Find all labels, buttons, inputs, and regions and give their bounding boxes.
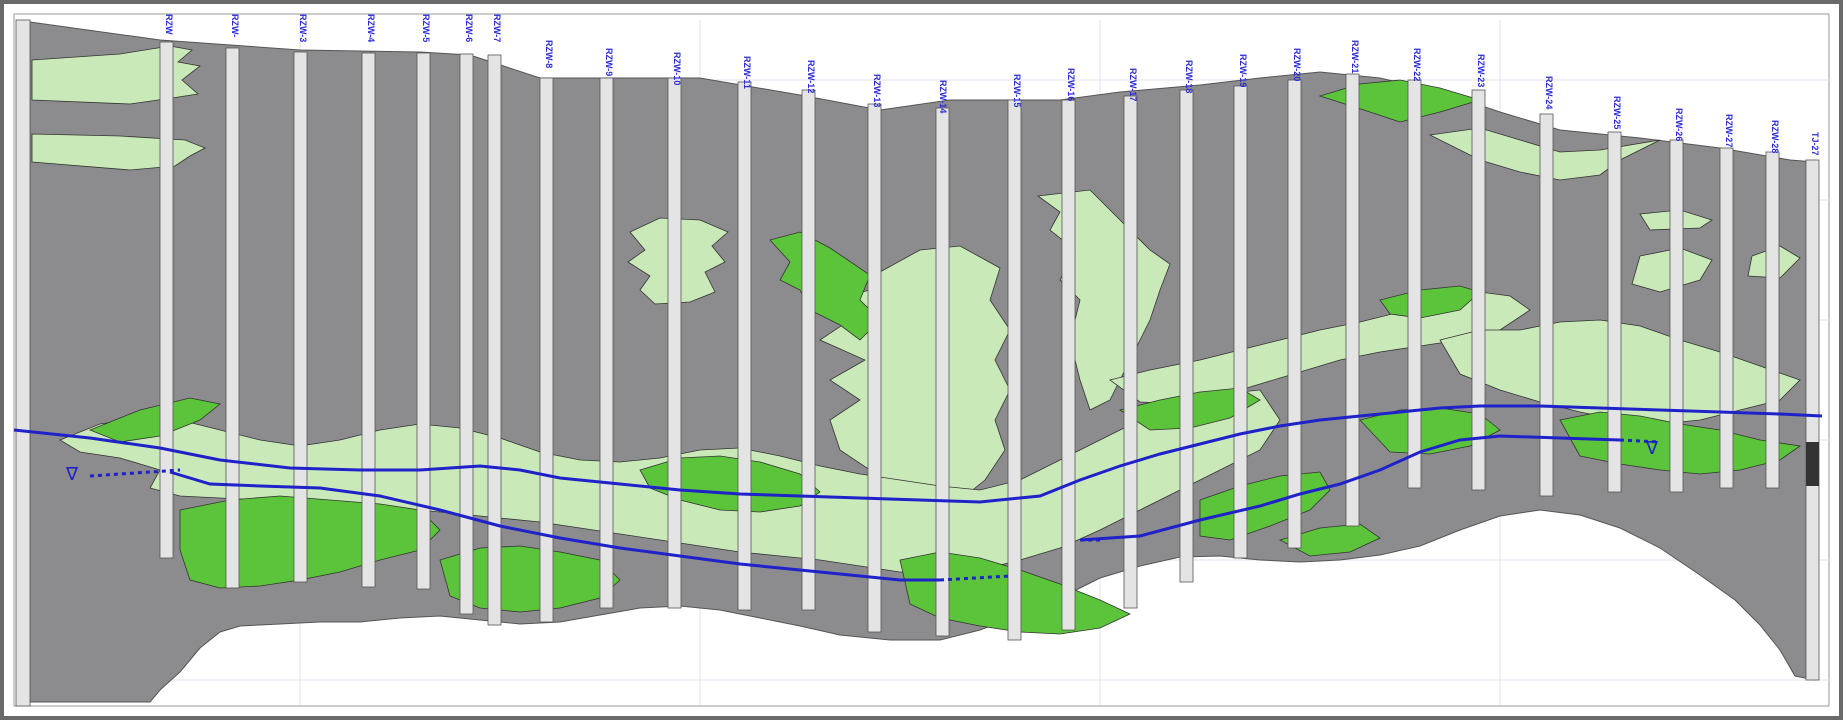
gravel-aquifer-9 <box>1278 523 1381 557</box>
borehole-columns <box>15 19 1820 707</box>
borehole-label: RZW-11 <box>742 56 752 89</box>
borehole-column <box>1123 95 1138 609</box>
borehole-label: RZW-26 <box>1674 108 1684 141</box>
dashed-segment-center <box>939 574 1011 582</box>
borehole-label: RZW-21 <box>1350 40 1360 73</box>
borehole-label: RZW-28 <box>1770 120 1780 153</box>
borehole-column <box>867 103 882 633</box>
borehole-label: RZW-18 <box>1184 60 1194 93</box>
water-table-line-lower <box>169 470 940 582</box>
water-table-symbol-right: ∇ <box>1645 438 1659 459</box>
borehole-column <box>1345 73 1360 527</box>
borehole-labels: RZW RZW- RZW-3 RZW-4 RZW-5 RZW-6 RZW-7 RZW-8 RZW… <box>164 14 1820 156</box>
borehole-column <box>935 107 950 637</box>
borehole-label: RZW-23 <box>1476 54 1486 87</box>
borehole-label: RZW-25 <box>1612 96 1622 129</box>
borehole-label: RZW-17 <box>1128 68 1138 101</box>
borehole-column <box>487 54 502 626</box>
borehole-label: RZW-22 <box>1412 48 1422 81</box>
gravel-right-1 <box>1379 285 1481 319</box>
borehole-label: RZW-7 <box>492 14 502 42</box>
borehole-label: RZW-14 <box>938 80 948 113</box>
borehole-label: RZW-6 <box>464 14 474 42</box>
borehole-label: RZW-27 <box>1724 114 1734 147</box>
borehole-label: RZW-16 <box>1066 68 1076 101</box>
borehole-column <box>599 77 614 609</box>
borehole-column-edge-left <box>15 19 31 707</box>
borehole-label: RZW- <box>230 14 240 37</box>
water-table-symbol-left: ∇ <box>65 464 79 485</box>
borehole-column <box>1471 89 1486 491</box>
borehole-column <box>1007 99 1022 641</box>
inner-frame <box>13 13 1830 707</box>
borehole-column <box>1669 139 1684 493</box>
water-table-line-upper <box>13 404 1823 504</box>
borehole-column <box>737 81 752 611</box>
borehole-label: RZW-13 <box>872 74 882 107</box>
gravel-mass-central <box>769 231 881 341</box>
borehole-label: RZW-3 <box>298 14 308 42</box>
borehole-label: RZW-4 <box>366 14 376 42</box>
borehole-column-edge-right <box>1805 159 1820 681</box>
borehole-label: RZW-24 <box>1544 76 1554 109</box>
dashed-segment-left <box>89 468 181 478</box>
borehole-label: TJ-27 <box>1810 132 1820 156</box>
borehole-column <box>225 47 240 589</box>
borehole-column <box>159 41 174 559</box>
borehole-column <box>667 77 682 609</box>
borehole-label: RZW-5 <box>421 14 431 42</box>
borehole-column <box>539 77 554 623</box>
borehole-column <box>1233 85 1248 559</box>
borehole-label: RZW <box>164 14 174 35</box>
gravel-aquifer-1 <box>88 397 221 443</box>
dashed-segment-right <box>1619 438 1661 444</box>
borehole-column <box>1765 151 1780 489</box>
borehole-column <box>361 52 376 588</box>
borehole-column <box>801 89 816 611</box>
borehole-column <box>1607 131 1622 493</box>
borehole-label: RZW-15 <box>1012 74 1022 107</box>
borehole-column <box>1287 79 1302 549</box>
borehole-column <box>1719 147 1734 489</box>
borehole-column <box>1539 113 1554 497</box>
borehole-label: RZW-8 <box>544 40 554 68</box>
borehole-column <box>293 51 308 583</box>
borehole-column <box>1407 79 1422 489</box>
borehole-label: RZW-9 <box>604 48 614 76</box>
borehole-label: RZW-20 <box>1292 48 1302 81</box>
borehole-column <box>1061 99 1076 631</box>
borehole-label: RZW-19 <box>1238 54 1248 87</box>
hatched-segment <box>1806 442 1819 486</box>
borehole-column <box>459 53 474 615</box>
contact-line-right <box>1079 434 1621 542</box>
borehole-column <box>1179 89 1194 583</box>
borehole-label: RZW-12 <box>806 60 816 93</box>
borehole-label: RZW-10 <box>672 52 682 85</box>
groundwater-lines <box>13 404 1823 582</box>
borehole-column <box>416 52 431 590</box>
